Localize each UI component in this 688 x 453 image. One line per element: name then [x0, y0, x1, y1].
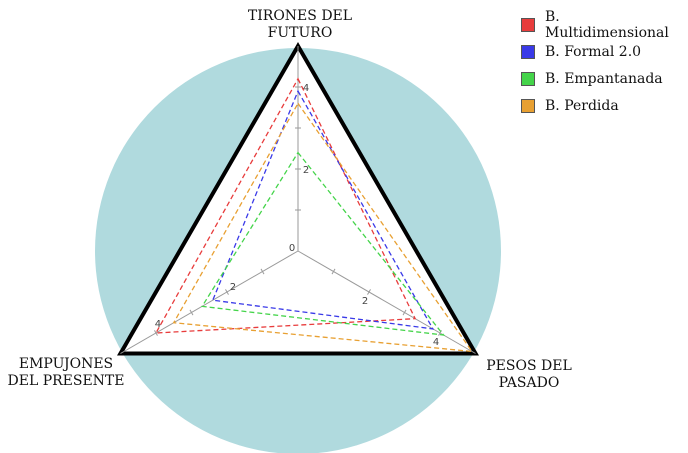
axis-title-line: PASADO: [498, 375, 560, 391]
legend-item: B. Empantanada: [521, 70, 688, 88]
axis-title-line: FUTURO: [267, 25, 333, 41]
legend-swatch-empantanada: [521, 72, 535, 86]
legend-swatch-perdida: [521, 99, 535, 113]
legend-label: B. Empantanada: [545, 71, 663, 87]
legend-label: B. Perdida: [545, 98, 619, 114]
tick-label: 4: [433, 337, 439, 348]
legend: B. Multidimensional B. Formal 2.0 B. Emp…: [521, 9, 688, 124]
legend-item: B. Multidimensional: [521, 9, 688, 41]
axis-tick: [189, 309, 194, 316]
axis-title-line: EMPUJONES: [18, 356, 114, 372]
tick-label: 4: [303, 83, 309, 94]
axis-tick: [225, 289, 229, 295]
axis-line: [120, 250, 299, 354]
axis-tick: [260, 268, 265, 275]
legend-item: B. Formal 2.0: [521, 43, 688, 61]
tick-label: 0: [289, 243, 295, 254]
tick-label: 2: [230, 282, 236, 293]
tick-label: 2: [362, 296, 368, 307]
legend-swatch-formal: [521, 45, 535, 59]
legend-item: B. Perdida: [521, 97, 688, 115]
axis-tick: [331, 268, 336, 275]
axis-title-line: PESOS DEL: [486, 358, 572, 374]
tick-label: 2: [303, 165, 309, 176]
legend-label: B. Formal 2.0: [545, 44, 642, 60]
series-2-polygon: [211, 89, 435, 330]
legend-swatch-multidimensional: [521, 18, 535, 32]
axis-title-tirones: TIRONES DEL FUTURO: [215, 8, 385, 42]
axis-title-line: TIRONES DEL: [247, 8, 353, 24]
axis-title-line: DEL PRESENTE: [7, 373, 125, 389]
axis-title-pesos: PESOS DEL PASADO: [474, 358, 584, 392]
tick-label: 4: [155, 319, 161, 330]
axis-tick: [154, 330, 158, 336]
legend-label: B. Multidimensional: [545, 9, 669, 41]
axis-line: [297, 250, 476, 354]
axis-tick: [367, 289, 371, 295]
axis-title-empujones: EMPUJONES DEL PRESENTE: [0, 356, 132, 390]
series-4-polygon: [172, 102, 474, 353]
series-3-polygon: [201, 151, 446, 336]
axis-tick: [402, 309, 407, 316]
series-1-polygon: [154, 77, 417, 334]
